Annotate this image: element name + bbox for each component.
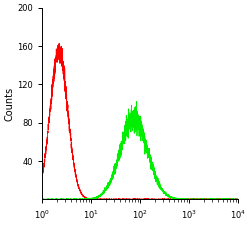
Y-axis label: Counts: Counts (4, 86, 14, 121)
